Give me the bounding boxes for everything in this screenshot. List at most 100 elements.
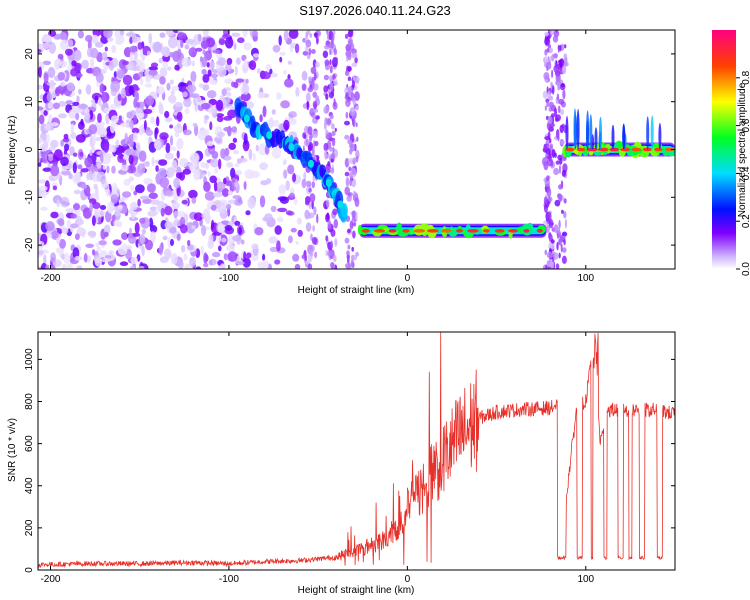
- noise-blob: [38, 250, 44, 256]
- noise-blob: [65, 100, 74, 105]
- snr-ylabel: SNR (10 * v/v): [7, 418, 18, 482]
- noise-blob: [245, 210, 251, 216]
- noise-blob: [139, 233, 146, 245]
- noise-blob: [139, 195, 150, 200]
- streak-blob: [344, 237, 350, 244]
- noise-blob: [293, 198, 298, 205]
- streak-blob: [564, 57, 568, 66]
- streak-blob: [347, 228, 351, 233]
- noise-blob: [204, 115, 210, 120]
- streak-blob: [346, 254, 351, 259]
- noise-blob: [121, 191, 132, 198]
- streak-blob: [345, 111, 349, 119]
- noise-blob: [131, 127, 140, 134]
- noise-blob: [162, 235, 168, 241]
- noise-blob: [183, 253, 188, 261]
- noise-blob: [244, 101, 255, 110]
- noise-blob: [92, 133, 97, 145]
- noise-blob: [248, 148, 253, 161]
- noise-blob: [240, 239, 245, 245]
- noise-blob: [49, 79, 55, 90]
- streak-blob: [546, 175, 550, 182]
- noise-blob: [235, 57, 241, 65]
- noise-blob: [77, 225, 82, 233]
- streak-blob: [351, 52, 358, 59]
- noise-blob: [175, 172, 183, 179]
- noise-blob: [259, 195, 266, 208]
- noise-blob: [282, 70, 287, 75]
- streak-blob: [555, 30, 558, 33]
- noise-blob: [115, 210, 120, 217]
- streak-blob: [309, 33, 313, 38]
- noise-blob: [204, 254, 209, 262]
- streak-blob: [555, 79, 561, 86]
- streak-blob: [351, 62, 358, 67]
- streak-blob: [312, 225, 315, 232]
- noise-blob: [148, 69, 158, 76]
- noise-blob: [266, 178, 272, 184]
- noise-blob: [223, 177, 227, 185]
- noise-blob: [72, 162, 77, 174]
- noise-blob: [78, 88, 82, 95]
- noise-blob: [288, 111, 297, 118]
- streak-blob: [344, 134, 350, 140]
- band-spike: [586, 110, 590, 150]
- noise-blob: [70, 132, 77, 140]
- streak-blob: [301, 83, 307, 91]
- streak-blob: [354, 91, 360, 102]
- noise-blob: [141, 228, 146, 235]
- noise-blob: [48, 114, 53, 124]
- x-tick-label: 0: [405, 273, 411, 284]
- noise-blob: [164, 152, 174, 160]
- band-core: [467, 229, 479, 233]
- streak-blob: [355, 155, 359, 163]
- noise-blob: [235, 170, 243, 176]
- streak-blob: [308, 212, 315, 219]
- noise-blob: [254, 227, 264, 236]
- band-spike: [599, 116, 602, 150]
- noise-blob: [159, 256, 169, 264]
- colorbar-tick-label: 0.0: [741, 262, 750, 276]
- streak-blob: [553, 224, 559, 233]
- noise-blob: [174, 101, 183, 108]
- noise-blob: [278, 35, 282, 46]
- streak-blob: [351, 80, 356, 89]
- noise-blob: [122, 243, 128, 252]
- noise-blob: [221, 188, 230, 197]
- streak-blob: [546, 251, 553, 259]
- noise-blob: [164, 221, 173, 230]
- streak-blob: [563, 239, 566, 246]
- colorbar-tick-label: 0.2: [741, 214, 750, 228]
- noise-blob: [163, 49, 170, 58]
- noise-blob: [74, 255, 83, 261]
- noise-blob: [60, 165, 68, 172]
- streak-blob: [326, 133, 330, 140]
- noise-blob: [227, 207, 231, 217]
- streak-blob: [548, 47, 553, 54]
- noise-blob: [176, 211, 186, 218]
- noise-blob: [211, 251, 221, 258]
- band-core: [508, 229, 519, 233]
- noise-blob: [268, 117, 274, 129]
- noise-blob: [38, 122, 41, 129]
- noise-blob: [53, 149, 63, 161]
- noise-blob: [103, 224, 111, 235]
- band-spike: [573, 108, 577, 150]
- streak-blob: [329, 75, 333, 82]
- streak-blob: [323, 105, 330, 114]
- noise-blob: [216, 181, 226, 190]
- streak-blob: [332, 56, 338, 63]
- y-tick-label: 10: [24, 96, 35, 108]
- streak-blob: [561, 255, 567, 264]
- noise-blob: [241, 92, 251, 102]
- noise-blob: [60, 196, 70, 208]
- noise-blob: [38, 179, 47, 184]
- noise-blob: [38, 137, 44, 144]
- noise-blob: [213, 181, 218, 192]
- noise-blob: [218, 158, 222, 170]
- streak-blob: [559, 44, 562, 52]
- noise-blob: [59, 60, 67, 68]
- noise-blob: [76, 95, 80, 103]
